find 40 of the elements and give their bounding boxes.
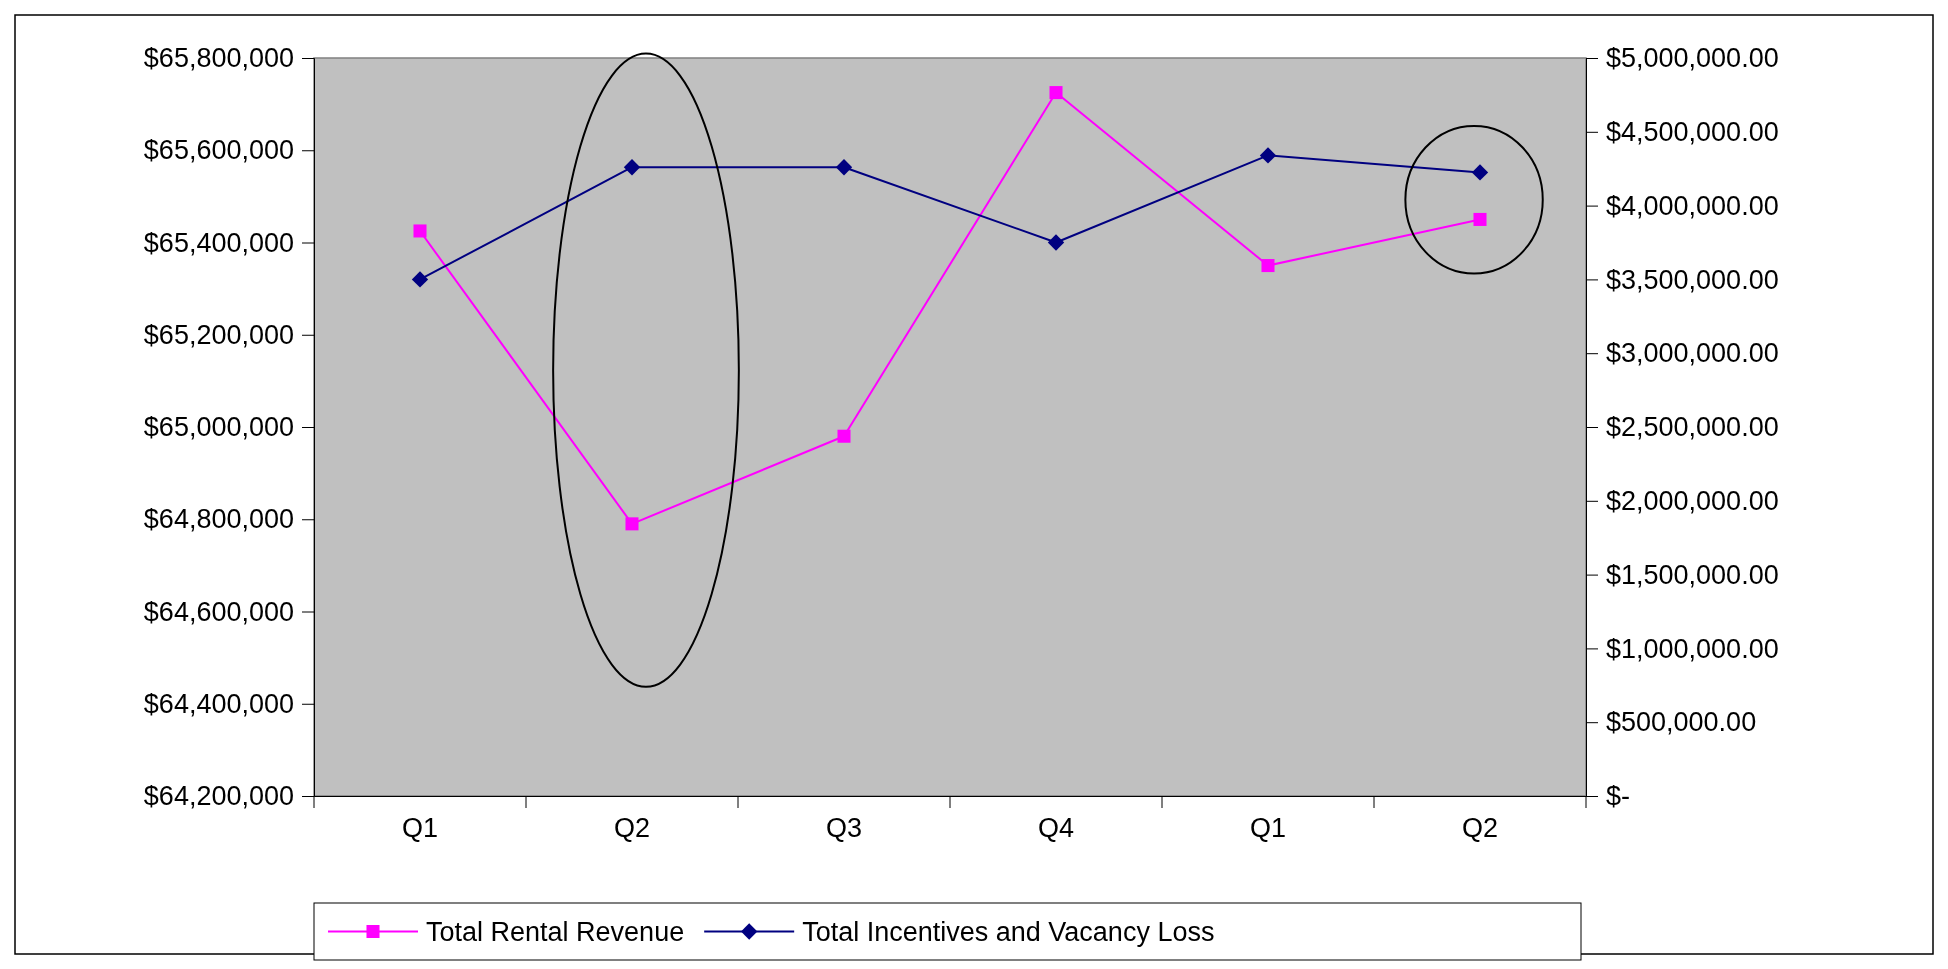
point bbox=[1471, 164, 1489, 181]
y-tick-label: $65,400,000 bbox=[143, 227, 294, 258]
x-tick-label: Q2 bbox=[1461, 813, 1499, 844]
y-tick-label: $64,400,000 bbox=[143, 688, 294, 719]
y-tick-label: $65,200,000 bbox=[143, 319, 294, 350]
x-tick-label: Q2 bbox=[613, 813, 651, 844]
point bbox=[411, 271, 429, 288]
y-tick-label: $64,800,000 bbox=[143, 504, 294, 535]
y-tick-label: $65,600,000 bbox=[143, 135, 294, 166]
point bbox=[1473, 212, 1487, 226]
point bbox=[835, 159, 853, 176]
legend-label: Total Incentives and Vacancy Loss bbox=[802, 916, 1215, 947]
x-tick-label: Q3 bbox=[825, 813, 863, 844]
y2-tick-label: $4,000,000.00 bbox=[1606, 190, 1779, 221]
point bbox=[1261, 259, 1275, 273]
y-tick-label: $65,800,000 bbox=[143, 43, 294, 74]
point bbox=[625, 517, 639, 531]
y2-tick-label: $3,500,000.00 bbox=[1606, 264, 1779, 295]
point bbox=[1047, 234, 1065, 251]
y2-tick-label: $1,000,000.00 bbox=[1606, 633, 1779, 664]
point bbox=[413, 224, 427, 238]
point bbox=[623, 159, 641, 176]
y2-tick-label: $- bbox=[1606, 781, 1631, 812]
point bbox=[1049, 86, 1063, 100]
y2-tick-label: $2,000,000.00 bbox=[1606, 485, 1779, 516]
y-tick-label: $65,000,000 bbox=[143, 412, 294, 443]
y2-tick-label: $3,000,000.00 bbox=[1606, 338, 1779, 369]
y2-tick-label: $5,000,000.00 bbox=[1606, 43, 1779, 74]
legend-label: Total Rental Revenue bbox=[426, 916, 685, 947]
y2-tick-label: $4,500,000.00 bbox=[1606, 116, 1779, 147]
point bbox=[1259, 147, 1277, 164]
x-tick-label: Q4 bbox=[1037, 813, 1075, 844]
y-tick-label: $64,200,000 bbox=[143, 781, 294, 812]
y2-tick-label: $500,000.00 bbox=[1606, 707, 1757, 738]
x-tick-label: Q1 bbox=[401, 813, 439, 844]
x-tick-label: Q1 bbox=[1249, 813, 1287, 844]
y2-tick-label: $2,500,000.00 bbox=[1606, 412, 1779, 443]
y-tick-label: $64,600,000 bbox=[143, 596, 294, 627]
y2-tick-label: $1,500,000.00 bbox=[1606, 559, 1779, 590]
point bbox=[837, 429, 851, 443]
